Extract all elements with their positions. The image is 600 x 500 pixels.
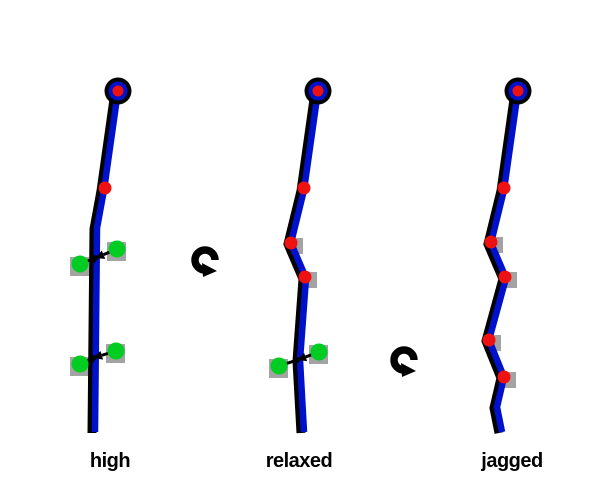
red-bead: [497, 181, 511, 195]
curved-arrow-icon: [191, 246, 219, 277]
curved-arrow-arc: [191, 246, 219, 274]
red-bead: [484, 235, 498, 249]
render-layer: [70, 77, 532, 434]
red-bead: [297, 181, 311, 195]
filament-line: [287, 90, 322, 433]
top-bead-core: [112, 85, 124, 97]
force-dot-green-right: [310, 343, 328, 361]
red-bead: [98, 181, 112, 195]
force-dot-green-left: [71, 255, 89, 273]
curved-arrow-arc: [390, 346, 418, 374]
panel-label-jagged: jagged: [480, 450, 542, 472]
panel-label-relaxed: relaxed: [266, 450, 333, 472]
curved-arrow-icon: [390, 346, 418, 377]
red-bead: [498, 270, 512, 284]
top-bead-core: [512, 85, 524, 97]
red-bead: [482, 333, 496, 347]
force-arrowhead: [297, 352, 308, 362]
force-dot-green-left: [270, 357, 288, 375]
force-dot-green-right: [107, 342, 125, 360]
force-arrowhead: [95, 250, 106, 259]
force-arrowhead: [93, 350, 104, 360]
force-dot-green-right: [108, 240, 126, 258]
curved-arrow-head: [401, 363, 416, 377]
red-bead: [284, 236, 298, 250]
filament-line: [485, 90, 522, 433]
force-dot-green-left: [71, 355, 89, 373]
red-bead: [298, 270, 312, 284]
panel-label-high: high: [90, 450, 130, 472]
red-bead: [497, 370, 511, 384]
top-bead-core: [312, 85, 324, 97]
curved-arrow-head: [202, 263, 217, 277]
filament-line: [91, 90, 122, 433]
